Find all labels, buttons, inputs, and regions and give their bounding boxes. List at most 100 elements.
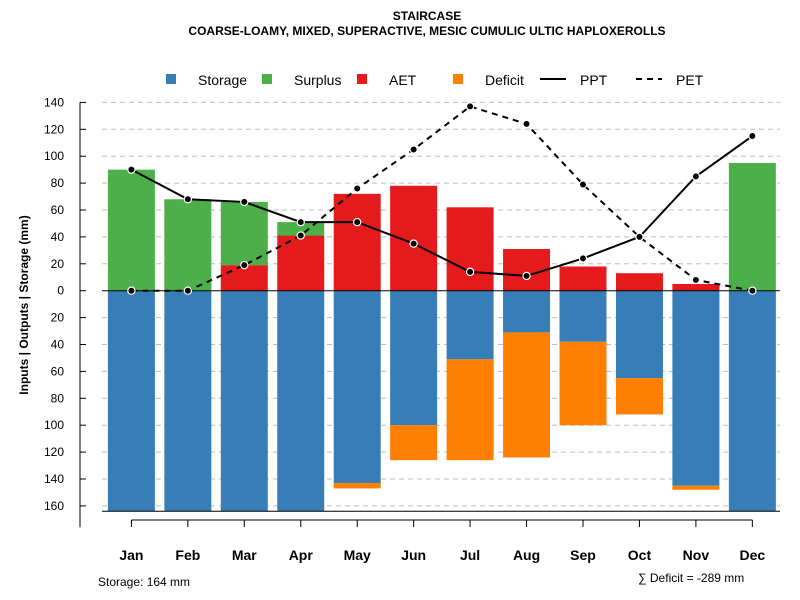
x-tick-label-nov: Nov [683,547,710,563]
point-pet-jan [127,286,136,295]
legend-label-storage: Storage [198,72,247,88]
point-ppt-mar [240,197,249,207]
y-tick-label: 120 [44,445,64,459]
bar-storage-may [333,290,381,484]
legend-label-ppt: PPT [580,72,608,88]
point-ppt-aug [522,271,531,281]
bar-storage-feb [164,290,212,512]
point-pet-may [353,184,362,193]
y-tick-label: 100 [44,149,64,163]
legend-label-pet: PET [676,72,704,88]
point-pet-aug [522,119,531,129]
bar-storage-dec [728,290,776,512]
bar-aet-aug [503,249,551,291]
bar-storage-jan [107,290,155,512]
point-pet-sep [578,180,588,189]
point-pet-nov [691,275,701,285]
bar-storage-aug [503,290,551,333]
lines [130,105,753,292]
legend-swatch-surplus [262,74,272,84]
bar-surplus-jan [107,169,155,291]
bar-aet-oct [615,273,663,291]
legend-swatch-aet [357,74,367,84]
bar-aet-nov [672,283,720,291]
bar-storage-apr [277,290,325,512]
legend-label-surplus: Surplus [294,72,341,88]
point-pet-apr [296,231,305,240]
y-tick-label: 20 [51,311,65,325]
point-ppt-feb [183,195,193,204]
y-tick-label: 60 [51,364,65,378]
bar-storage-mar [220,290,268,512]
point-pet-mar [240,260,249,270]
bars [107,162,776,512]
bar-deficit-jun [390,425,438,461]
x-tick-label-jun: Jun [401,547,426,563]
gridlines [102,101,780,507]
y-tick-label: 100 [44,418,64,432]
bar-deficit-may [333,483,381,489]
y-tick-label: 140 [44,472,64,486]
bar-deficit-sep [559,341,607,426]
point-pet-jul [465,102,475,111]
bar-storage-nov [672,290,720,486]
point-pet-oct [635,232,644,242]
legend-swatch-storage [166,74,176,84]
bar-deficit-jul [446,359,494,461]
y-tick-label: 120 [44,122,64,136]
bar-deficit-nov [672,485,720,490]
x-tick-label-jan: Jan [119,547,143,563]
point-pet-feb [183,286,193,295]
bar-aet-may [333,193,381,291]
bar-storage-oct [615,290,663,379]
bar-storage-sep [559,290,607,342]
point-ppt-may [353,217,362,227]
bar-deficit-oct [615,378,663,415]
point-ppt-dec [748,131,757,141]
y-tick-label: 40 [51,338,65,352]
x-tick-label-jul: Jul [460,547,480,563]
point-pet-jun [409,145,418,154]
deficit-note: ∑ Deficit = -289 mm [638,571,744,585]
y-axis: 140 120 100 80 60 40 20 0 20 40 60 80 100 120 140 160 [44,95,86,528]
x-tick-label-oct: Oct [628,547,652,563]
legend: Storage Surplus AET Deficit PPT PET [166,72,704,88]
bar-aet-apr [277,235,325,291]
bar-storage-jul [446,290,494,360]
bar-aet-sep [559,266,607,291]
x-tick-label-aug: Aug [513,547,540,563]
bar-aet-jul [446,207,494,291]
x-tick-label-feb: Feb [175,547,200,563]
chart-subtitle: COARSE-LOAMY, MIXED, SUPERACTIVE, MESIC … [188,24,665,38]
points [127,102,757,295]
y-tick-label: 20 [51,257,65,271]
bar-surplus-dec [728,162,776,291]
x-tick-label-sep: Sep [570,547,596,563]
y-tick-label: 80 [51,391,65,405]
bar-surplus-apr [277,222,325,236]
storage-note: Storage: 164 mm [98,575,190,589]
y-tick-label: 160 [44,499,64,513]
x-tick-label-may: May [344,547,371,563]
y-tick-label: 40 [51,230,65,244]
x-tick-label-dec: Dec [740,547,766,563]
chart-title: STAIRCASE [393,9,461,23]
point-ppt-sep [578,254,588,263]
bar-deficit-aug [503,332,551,458]
y-tick-label: 60 [51,203,65,217]
x-tick-label-apr: Apr [289,547,314,563]
point-ppt-apr [296,217,305,227]
point-ppt-jul [465,267,475,277]
legend-label-aet: AET [389,72,417,88]
point-ppt-jan [127,165,136,174]
bar-surplus-mar [220,201,268,266]
y-tick-label: 80 [51,176,65,190]
point-pet-dec [748,286,757,295]
point-ppt-jun [409,239,418,248]
legend-label-deficit: Deficit [485,72,524,88]
y-tick-label: 140 [44,95,64,109]
line-ppt [130,135,753,277]
bar-aet-mar [220,265,268,291]
x-tick-label-mar: Mar [232,547,257,563]
